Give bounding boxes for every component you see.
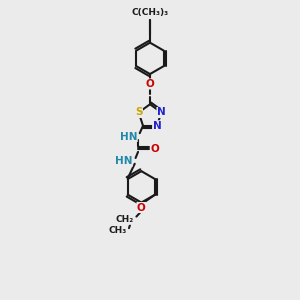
Text: N: N [153,121,161,131]
Text: C(CH₃)₃: C(CH₃)₃ [131,8,169,16]
Text: S: S [135,107,142,118]
Text: O: O [150,144,159,154]
Text: O: O [146,79,154,89]
Text: O: O [137,202,146,212]
Text: CH₂: CH₂ [116,215,134,224]
Text: N: N [157,107,166,118]
Text: HN: HN [120,131,137,142]
Text: CH₃: CH₃ [108,226,127,235]
Text: HN: HN [115,156,132,166]
